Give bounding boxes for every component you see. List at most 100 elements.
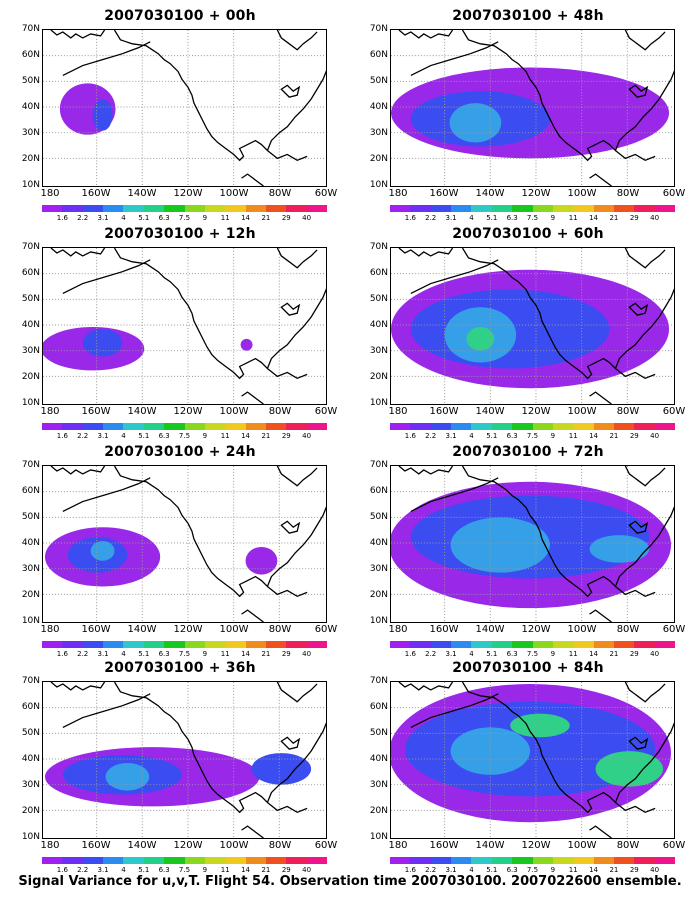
- colorbar: [42, 641, 328, 648]
- colorbar-swatch: [430, 857, 452, 864]
- longitude-label: 180: [40, 624, 60, 635]
- colorbar-swatch: [410, 423, 431, 430]
- colorbar-level-label: 3.1: [97, 866, 109, 874]
- colorbar-swatch: [265, 641, 287, 648]
- latitude-label: 20N: [21, 372, 40, 382]
- colorbar-swatch: [410, 857, 431, 864]
- colorbar-level-label: 29: [629, 866, 639, 874]
- latitude-label: 30N: [369, 346, 388, 356]
- colorbar-swatch: [532, 205, 553, 212]
- latitude-label: 60N: [369, 268, 388, 278]
- colorbar-swatch: [471, 423, 492, 430]
- latitude-label: 40N: [21, 538, 40, 548]
- colorbar-level-label: 40: [650, 432, 660, 440]
- latitude-label: 10N: [21, 616, 40, 626]
- map-plot-area: [42, 465, 327, 623]
- colorbar-swatch: [593, 641, 614, 648]
- longitude-label: 80W: [616, 840, 640, 851]
- colorbar-level-label: 21: [261, 866, 271, 874]
- colorbar-swatch: [552, 205, 574, 212]
- longitude-label: 120W: [521, 624, 551, 635]
- colorbar-swatch: [184, 423, 205, 430]
- latitude-label: 40N: [21, 320, 40, 330]
- colorbar-swatch: [593, 205, 614, 212]
- colorbar-level-label: 9: [550, 866, 556, 874]
- colorbar-swatch: [390, 857, 411, 864]
- colorbar-swatch: [451, 205, 472, 212]
- colorbar-swatch: [286, 205, 307, 212]
- colorbar-swatch: [491, 857, 513, 864]
- colorbar-level-label: 1.6: [404, 432, 416, 440]
- variance-contour: [92, 99, 113, 131]
- colorbar-level-label: 4: [121, 432, 126, 440]
- colorbar-level-label: 21: [609, 432, 619, 440]
- variance-contour: [105, 762, 150, 791]
- longitude-label: 140W: [475, 624, 505, 635]
- colorbar-swatch: [103, 641, 124, 648]
- colorbar-swatch: [143, 205, 165, 212]
- longitude-label: 60W: [314, 188, 338, 199]
- longitude-label: 60W: [662, 406, 686, 417]
- latitude-label: 50N: [369, 294, 388, 304]
- latitude-label: 60N: [369, 486, 388, 496]
- colorbar-swatch: [204, 423, 226, 430]
- latitude-label: 20N: [369, 590, 388, 600]
- colorbar-level-label: 4: [121, 214, 126, 222]
- longitude-label: 120W: [173, 840, 203, 851]
- colorbar-swatch: [471, 205, 492, 212]
- colorbar-swatch: [512, 857, 533, 864]
- colorbar-level-label: 21: [261, 432, 271, 440]
- panel-title: 2007030100 + 48h: [452, 8, 604, 24]
- map-panel: 2007030100 + 48h 70N 60N 50N 40N 30N 20N 10N 180…: [358, 8, 698, 223]
- latitude-label: 70N: [21, 460, 40, 470]
- colorbar-level-label: 2.2: [77, 650, 89, 658]
- colorbar-swatch: [143, 423, 165, 430]
- colorbar-level-label: 11: [568, 214, 578, 222]
- colorbar-swatch: [225, 641, 246, 648]
- longitude-label: 120W: [173, 188, 203, 199]
- colorbar-level-label: 21: [261, 650, 271, 658]
- latitude-label: 50N: [21, 512, 40, 522]
- colorbar-level-label: 2.2: [77, 214, 89, 222]
- longitude-label: 100W: [567, 624, 597, 635]
- longitude-label: 100W: [567, 840, 597, 851]
- colorbar-level-label: 14: [241, 214, 251, 222]
- colorbar-level-label: 2.2: [425, 214, 437, 222]
- colorbar-level-label: 2.2: [425, 866, 437, 874]
- colorbar-swatch: [654, 641, 676, 648]
- longitude-label: 180: [388, 624, 408, 635]
- latitude-label: 50N: [21, 294, 40, 304]
- longitude-label: 140W: [475, 406, 505, 417]
- longitude-label: 160W: [429, 840, 459, 851]
- colorbar-swatch: [225, 205, 246, 212]
- colorbar-level-label: 29: [281, 214, 291, 222]
- latitude-label: 10N: [369, 832, 388, 842]
- longitude-label: 100W: [567, 188, 597, 199]
- longitude-label: 120W: [521, 406, 551, 417]
- colorbar: [390, 641, 676, 648]
- longitude-label: 160W: [429, 406, 459, 417]
- panel-title: 2007030100 + 24h: [104, 444, 256, 460]
- latitude-label: 30N: [369, 780, 388, 790]
- colorbar-swatch: [512, 423, 533, 430]
- latitude-label: 70N: [369, 676, 388, 686]
- coastline: [50, 466, 326, 622]
- colorbar-swatch: [225, 423, 246, 430]
- longitude-label: 140W: [127, 406, 157, 417]
- colorbar-swatch: [245, 423, 266, 430]
- colorbar-swatch: [62, 205, 83, 212]
- longitude-label: 180: [40, 406, 60, 417]
- variance-contour: [450, 517, 550, 573]
- longitude-label: 80W: [616, 406, 640, 417]
- colorbar-level-label: 3.1: [97, 650, 109, 658]
- colorbar-level-label: 4: [469, 650, 474, 658]
- colorbar-swatch: [143, 641, 165, 648]
- colorbar-level-label: 5.1: [486, 650, 498, 658]
- colorbar-swatch: [245, 641, 266, 648]
- colorbar-swatch: [451, 857, 472, 864]
- colorbar-swatch: [306, 205, 328, 212]
- map-panel: 2007030100 + 84h 70N 60N 50N 40N 30N 20N 10N 180…: [358, 660, 698, 875]
- map-panel: 2007030100 + 00h 70N 60N 50N 40N 30N 20N 10N 180…: [10, 8, 350, 223]
- latitude-label: 60N: [369, 50, 388, 60]
- longitude-label: 160W: [81, 406, 111, 417]
